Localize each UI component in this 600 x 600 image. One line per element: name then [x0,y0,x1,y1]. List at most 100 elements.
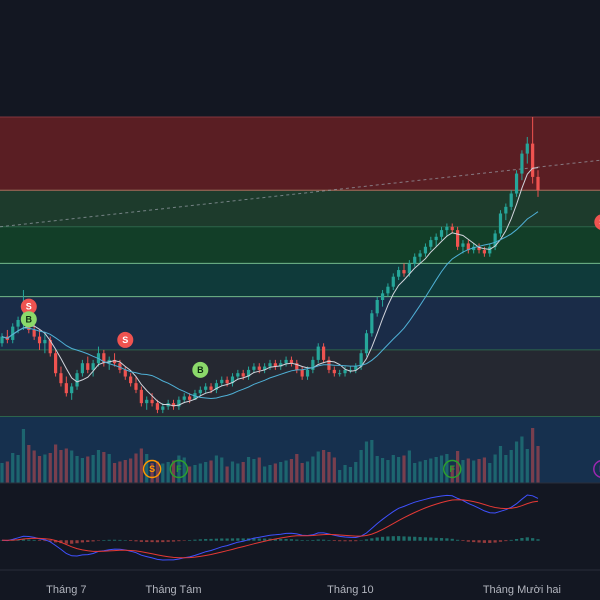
volume-bar [397,457,401,483]
macd-histogram-bar [284,538,288,541]
volume-bar [375,456,379,483]
macd-histogram-bar [514,538,519,541]
candle-body [53,353,58,374]
candle-body [204,386,208,390]
macd-histogram-bar [21,539,26,541]
buy-marker-circle [20,311,37,328]
sell-signal-marker[interactable]: S [117,331,134,348]
candle-body [75,373,79,387]
volume-bar [134,453,138,483]
macd-histogram-bar [123,540,127,541]
volume-bar [461,460,465,483]
macd-histogram-bar [252,538,256,541]
macd-histogram-bar [461,540,465,541]
volume-bar [225,466,229,483]
volume-bar [182,457,186,483]
macd-histogram-bar [316,539,320,541]
volume-bar [230,461,235,483]
time-axis-label: Tháng Mười hai [483,584,561,596]
macd-histogram-bar [531,538,535,541]
macd-histogram-bar [407,536,411,541]
volume-bar [236,463,240,483]
macd-histogram-bar [236,538,240,541]
time-axis-label: Tháng 10 [327,584,373,596]
event-marker-ring [169,459,189,479]
candle-body [514,173,519,194]
candle-body [525,143,529,154]
macd-histogram-bar [70,540,74,544]
candle-body [413,256,417,264]
ma-fast-line [1,167,539,407]
volume-bar [279,462,283,483]
candle-body [32,329,36,337]
macd-histogram-bar [75,540,79,544]
volume-bar [96,450,101,483]
volume-bar [300,463,304,483]
candle-body [123,369,127,377]
macd-histogram-bar [439,538,444,541]
candle-body [311,359,315,370]
volume-bar [198,463,202,483]
candle-body [466,243,470,251]
candle-body [504,206,508,214]
candle-body [86,363,90,370]
macd-histogram-bar [118,539,122,541]
event-marker[interactable]: F [169,459,189,479]
macd-histogram-bar [380,536,385,541]
macd-histogram-bar [434,537,438,541]
candle-body [472,246,476,251]
trendline[interactable] [0,159,600,228]
event-marker[interactable]: S [142,459,162,479]
volume-bar [305,461,310,483]
macd-histogram-bar [295,539,299,541]
volume-bar [359,450,363,483]
candle-body [321,346,326,360]
macd-histogram-bar [488,540,492,543]
volume-bar [466,458,470,483]
volume-layer [0,428,540,483]
buy-signal-marker[interactable]: B [192,361,209,378]
candle-body [241,373,245,377]
volume-bar [11,453,15,483]
candle-body [64,383,68,394]
macd-histogram-bar [150,540,154,543]
volume-bar [64,448,68,483]
event-marker-label: F [449,464,455,474]
volume-bar [370,440,374,483]
macd-histogram-bar [204,538,208,541]
volume-bar [423,460,428,483]
candle-body [209,386,213,390]
candle-body [434,236,438,241]
volume-bar [263,466,267,483]
volume-bar [209,460,213,483]
macd-histogram-bar [504,540,508,542]
candle-body [155,403,160,410]
volume-bar [418,461,422,483]
sell-signal-marker[interactable]: S [20,298,37,315]
macd-histogram-bar [155,540,160,543]
macd-histogram-bar [375,537,379,541]
candle-body [455,230,460,247]
buy-signal-marker[interactable]: B [20,311,37,328]
event-marker[interactable]: F [442,459,462,479]
candle-body [177,399,181,407]
candle-body [273,363,277,367]
macd-histogram-bar [230,538,235,541]
macd-histogram-bar [37,540,42,541]
volume-bar [536,446,540,483]
macd-histogram-bar [139,540,143,542]
macd-histogram-bar [536,539,540,541]
candle-body [161,406,165,410]
candle-body [284,359,288,364]
candle-body [289,359,294,364]
macd-histogram-bar [96,540,101,541]
volume-bar [472,460,476,483]
volume-bar [37,456,42,483]
macd-histogram-bar [43,540,47,542]
macd-histogram-bar [429,537,433,541]
volume-bar [434,457,438,483]
macd-histogram-bar [187,540,192,541]
